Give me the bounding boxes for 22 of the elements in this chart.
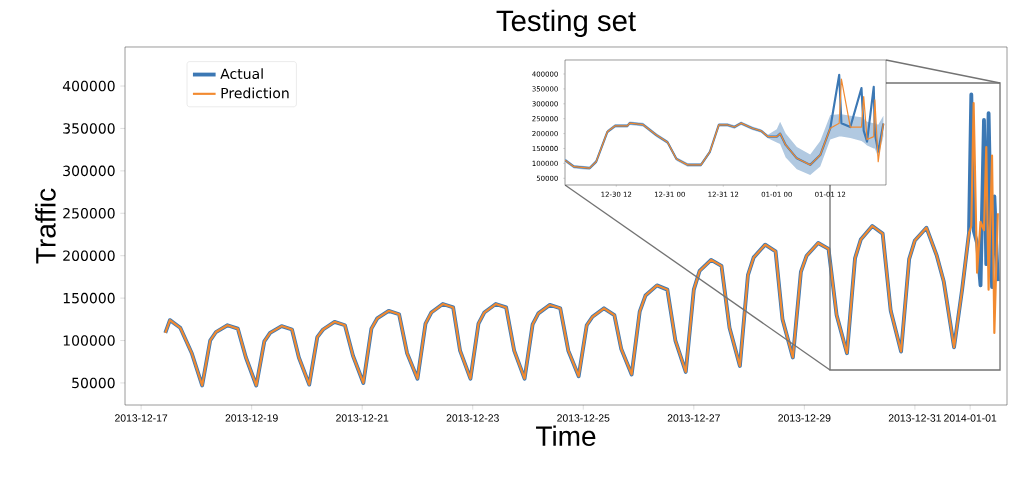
x-tick-label: 2013-12-23	[446, 414, 499, 422]
x-tick-label: 2013-12-21	[336, 414, 389, 422]
x-tick-label: 2013-12-19	[225, 414, 278, 422]
chart-title: Testing set	[496, 9, 636, 37]
legend-label: Actual	[220, 68, 263, 80]
x-tick-label: 2013-12-17	[115, 414, 168, 422]
y-tick-label: 350000	[63, 123, 115, 134]
x-tick-label: 2014-01-01	[944, 414, 997, 422]
y-tick-label: 300000	[63, 165, 115, 177]
x-tick-label: 2013-12-27	[667, 414, 720, 422]
y-tick-label: 100000	[63, 335, 115, 346]
y-tick-label: 150000	[63, 292, 115, 304]
y-tick-label: 200000	[63, 250, 115, 261]
x-tick-label: 2013-12-31	[888, 414, 941, 422]
x-tick-label: 2013-12-29	[778, 414, 831, 422]
x-tick-label: 2013-12-25	[557, 414, 610, 422]
legend-label: Prediction	[221, 87, 289, 99]
y-axis-title: Traffic	[35, 188, 56, 264]
y-tick-label: 400000	[62, 80, 115, 92]
y-tick-label: 50000	[72, 377, 115, 389]
x-axis-title: Time	[536, 425, 596, 447]
y-tick-label: 250000	[63, 207, 115, 219]
